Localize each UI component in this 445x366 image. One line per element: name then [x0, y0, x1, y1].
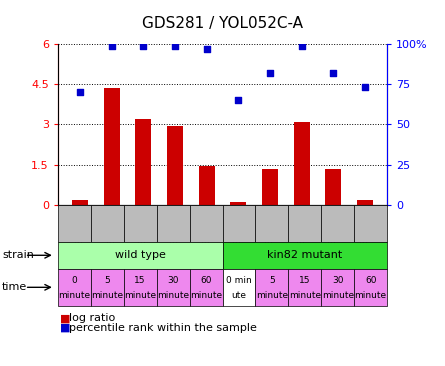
Point: [203, 46, 210, 52]
Text: minute: minute: [289, 291, 321, 300]
Bar: [262, 169, 278, 205]
Text: minute: minute: [190, 291, 222, 300]
Text: GDS281 / YOL052C-A: GDS281 / YOL052C-A: [142, 16, 303, 31]
Bar: [231, 202, 246, 205]
Text: log ratio: log ratio: [69, 313, 115, 324]
Text: minute: minute: [124, 291, 156, 300]
Text: ■: ■: [60, 313, 71, 324]
Text: minute: minute: [322, 291, 354, 300]
Text: minute: minute: [355, 291, 387, 300]
Bar: [199, 166, 214, 205]
Text: 60: 60: [365, 276, 376, 285]
Text: 0 min: 0 min: [226, 276, 252, 285]
Point: [108, 42, 115, 48]
Text: minute: minute: [256, 291, 288, 300]
Text: kin82 mutant: kin82 mutant: [267, 250, 343, 260]
Text: 15: 15: [134, 276, 146, 285]
Bar: [104, 88, 120, 205]
Text: ute: ute: [231, 291, 247, 300]
Text: 5: 5: [269, 276, 275, 285]
Text: wild type: wild type: [115, 250, 166, 260]
Point: [171, 42, 178, 48]
Text: percentile rank within the sample: percentile rank within the sample: [69, 322, 257, 333]
Point: [330, 70, 337, 76]
Point: [235, 97, 242, 103]
Point: [361, 85, 368, 90]
Text: 5: 5: [105, 276, 110, 285]
Point: [298, 42, 305, 48]
Text: 0: 0: [72, 276, 77, 285]
Point: [140, 42, 147, 48]
Text: minute: minute: [58, 291, 90, 300]
Text: 30: 30: [332, 276, 344, 285]
Text: strain: strain: [2, 250, 34, 260]
Bar: [135, 119, 151, 205]
Bar: [325, 169, 341, 205]
Text: time: time: [2, 282, 28, 292]
Text: 60: 60: [200, 276, 212, 285]
Bar: [294, 122, 310, 205]
Bar: [357, 199, 373, 205]
Text: 15: 15: [299, 276, 311, 285]
Text: 30: 30: [167, 276, 179, 285]
Bar: [167, 126, 183, 205]
Point: [267, 70, 274, 76]
Text: minute: minute: [157, 291, 189, 300]
Text: ■: ■: [60, 322, 71, 333]
Bar: [72, 199, 88, 205]
Point: [77, 89, 84, 95]
Text: minute: minute: [91, 291, 123, 300]
